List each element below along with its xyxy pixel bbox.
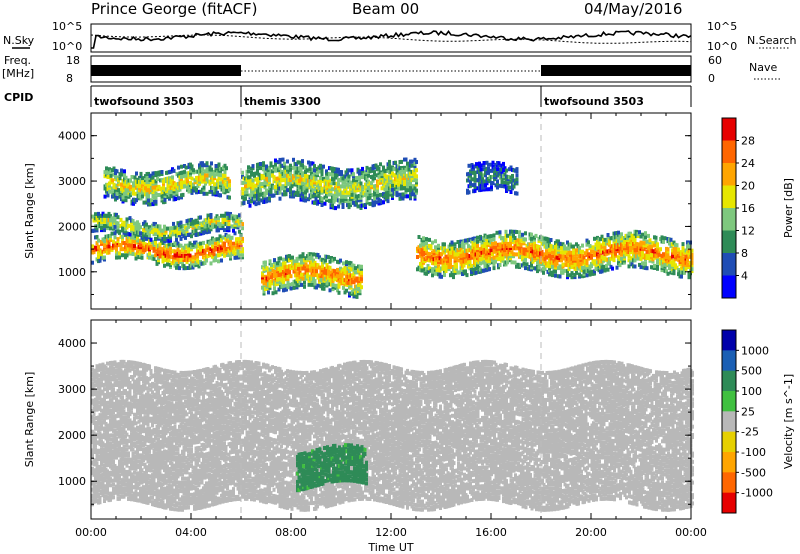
velocity-region-1 bbox=[296, 443, 368, 493]
beam-title: Beam 00 bbox=[352, 0, 419, 18]
station-title: Prince George (fitACF) bbox=[91, 0, 257, 18]
velocity-colorbar-tick-label: -1000 bbox=[741, 487, 773, 500]
x-tick-label: 00:00 bbox=[75, 526, 107, 539]
power-colorbar-tick-label: 12 bbox=[741, 225, 755, 238]
power-panel bbox=[91, 157, 694, 299]
power-colorbar-tick-label: 16 bbox=[741, 202, 755, 215]
nsky-tick-top-right: 10^5 bbox=[707, 20, 737, 33]
velocity-colorbar-tick-label: -500 bbox=[741, 466, 766, 479]
date-title: 04/May/2016 bbox=[584, 0, 682, 18]
velocity-region-0 bbox=[91, 359, 694, 512]
power-colorbar-swatch bbox=[722, 208, 736, 231]
freq-bar-twofsound-2 bbox=[541, 65, 691, 76]
power-region-4 bbox=[241, 157, 418, 211]
nave-tick-top: 60 bbox=[708, 54, 722, 67]
x-tick-label: 12:00 bbox=[375, 526, 407, 539]
power-region-1 bbox=[91, 211, 244, 243]
freq-bar-twofsound-1 bbox=[91, 65, 241, 76]
x-tick-label: 00:00 bbox=[675, 526, 707, 539]
velocity-colorbar-tick-label: 25 bbox=[741, 405, 755, 418]
y-tick-label: 2000 bbox=[58, 429, 86, 442]
freq-label: Freq. bbox=[4, 54, 31, 67]
power-colorbar-swatch bbox=[722, 118, 736, 141]
y-axis-label: Slant Range [km] bbox=[23, 372, 36, 468]
velocity-colorbar-tick-label: 100 bbox=[741, 385, 762, 398]
nave-label: Nave bbox=[749, 61, 777, 74]
x-tick-label: 16:00 bbox=[475, 526, 507, 539]
cpid-row: twofsound 3503 themis 3300 twofsound 3503 bbox=[90, 85, 692, 108]
power-colorbar-tick-label: 4 bbox=[741, 270, 748, 283]
cpid-segment-label-2: twofsound 3503 bbox=[544, 95, 644, 108]
y-tick-label: 4000 bbox=[58, 337, 86, 350]
y-tick-label: 3000 bbox=[58, 175, 86, 188]
x-tick-label: 20:00 bbox=[575, 526, 607, 539]
velocity-panel bbox=[91, 359, 694, 512]
y-tick-label: 4000 bbox=[58, 130, 86, 143]
power-colorbar-swatch bbox=[722, 140, 736, 164]
velocity-colorbar-swatch bbox=[722, 370, 736, 392]
velocity-colorbar-swatch bbox=[722, 391, 736, 412]
panel-frame-0 bbox=[90, 112, 692, 310]
nsky-tick-bottom-left: 10^0 bbox=[52, 40, 82, 53]
y-tick-label: 2000 bbox=[58, 220, 86, 233]
velocity-colorbar-swatch bbox=[722, 411, 736, 433]
velocity-colorbar-swatch bbox=[722, 492, 736, 514]
velocity-colorbar-swatch bbox=[722, 452, 736, 473]
nsky-tick-bottom-right: 10^0 bbox=[707, 40, 737, 53]
velocity-colorbar-label: Velocity [m s^-1] bbox=[782, 374, 795, 469]
freq-tick-top: 18 bbox=[66, 54, 80, 67]
power-region-5 bbox=[416, 229, 694, 280]
velocity-colorbar-swatch bbox=[722, 431, 736, 453]
power-region-6 bbox=[466, 160, 519, 196]
y-tick-label: 1000 bbox=[58, 266, 86, 279]
nsky-line bbox=[91, 30, 692, 49]
y-axis-label: Slant Range [km] bbox=[23, 163, 36, 259]
y-tick-label: 3000 bbox=[58, 383, 86, 396]
power-colorbar-tick-label: 24 bbox=[741, 157, 755, 170]
cpid-segment-label-1: themis 3300 bbox=[244, 95, 321, 108]
power-colorbar-swatch bbox=[722, 253, 736, 276]
freq-unit-label: [MHz] bbox=[2, 67, 34, 80]
power-colorbar-tick-label: 8 bbox=[741, 247, 748, 260]
power-colorbar-swatch bbox=[722, 275, 736, 299]
freq-tick-bottom: 8 bbox=[66, 72, 73, 85]
power-colorbar-swatch bbox=[722, 230, 736, 254]
nsearch-line bbox=[90, 34, 691, 44]
velocity-colorbar-tick-label: -25 bbox=[741, 426, 759, 439]
cpid-segment-label-0: twofsound 3503 bbox=[94, 95, 194, 108]
power-region-3 bbox=[261, 252, 363, 299]
power-colorbar-swatch bbox=[722, 163, 736, 186]
x-axis-label: Time UT bbox=[367, 541, 413, 554]
velocity-colorbar-swatch bbox=[722, 330, 736, 351]
nave-tick-bottom: 0 bbox=[708, 72, 715, 85]
velocity-colorbar-tick-label: -100 bbox=[741, 446, 766, 459]
nsky-tick-top-left: 10^5 bbox=[52, 20, 82, 33]
power-region-2 bbox=[103, 161, 231, 207]
velocity-colorbar-swatch bbox=[722, 350, 736, 372]
power-colorbar-label: Power [dB] bbox=[782, 178, 795, 238]
nsearch-label: N.Search bbox=[747, 34, 797, 47]
velocity-colorbar-tick-label: 1000 bbox=[741, 344, 769, 357]
x-tick-label: 08:00 bbox=[275, 526, 307, 539]
power-colorbar-swatch bbox=[722, 185, 736, 209]
y-tick-label: 1000 bbox=[58, 475, 86, 488]
power-colorbar-tick-label: 20 bbox=[741, 180, 755, 193]
nsky-label: N.Sky bbox=[3, 34, 35, 47]
nsky-panel-frame bbox=[90, 23, 692, 53]
velocity-colorbar-tick-label: 500 bbox=[741, 365, 762, 378]
power-colorbar-tick-label: 28 bbox=[741, 135, 755, 148]
cpid-label: CPID bbox=[4, 91, 33, 104]
axes: 1000 2000 3000 4000 Slant Range [km] 1000 2000… bbox=[23, 112, 707, 554]
colorbars: 4 8 12 16 20 24 28 Power [dB] 1000 500 100 25 -25 -10… bbox=[721, 117, 795, 514]
velocity-colorbar-frame bbox=[721, 329, 737, 514]
x-tick-label: 04:00 bbox=[175, 526, 207, 539]
velocity-colorbar-swatch bbox=[722, 472, 736, 494]
